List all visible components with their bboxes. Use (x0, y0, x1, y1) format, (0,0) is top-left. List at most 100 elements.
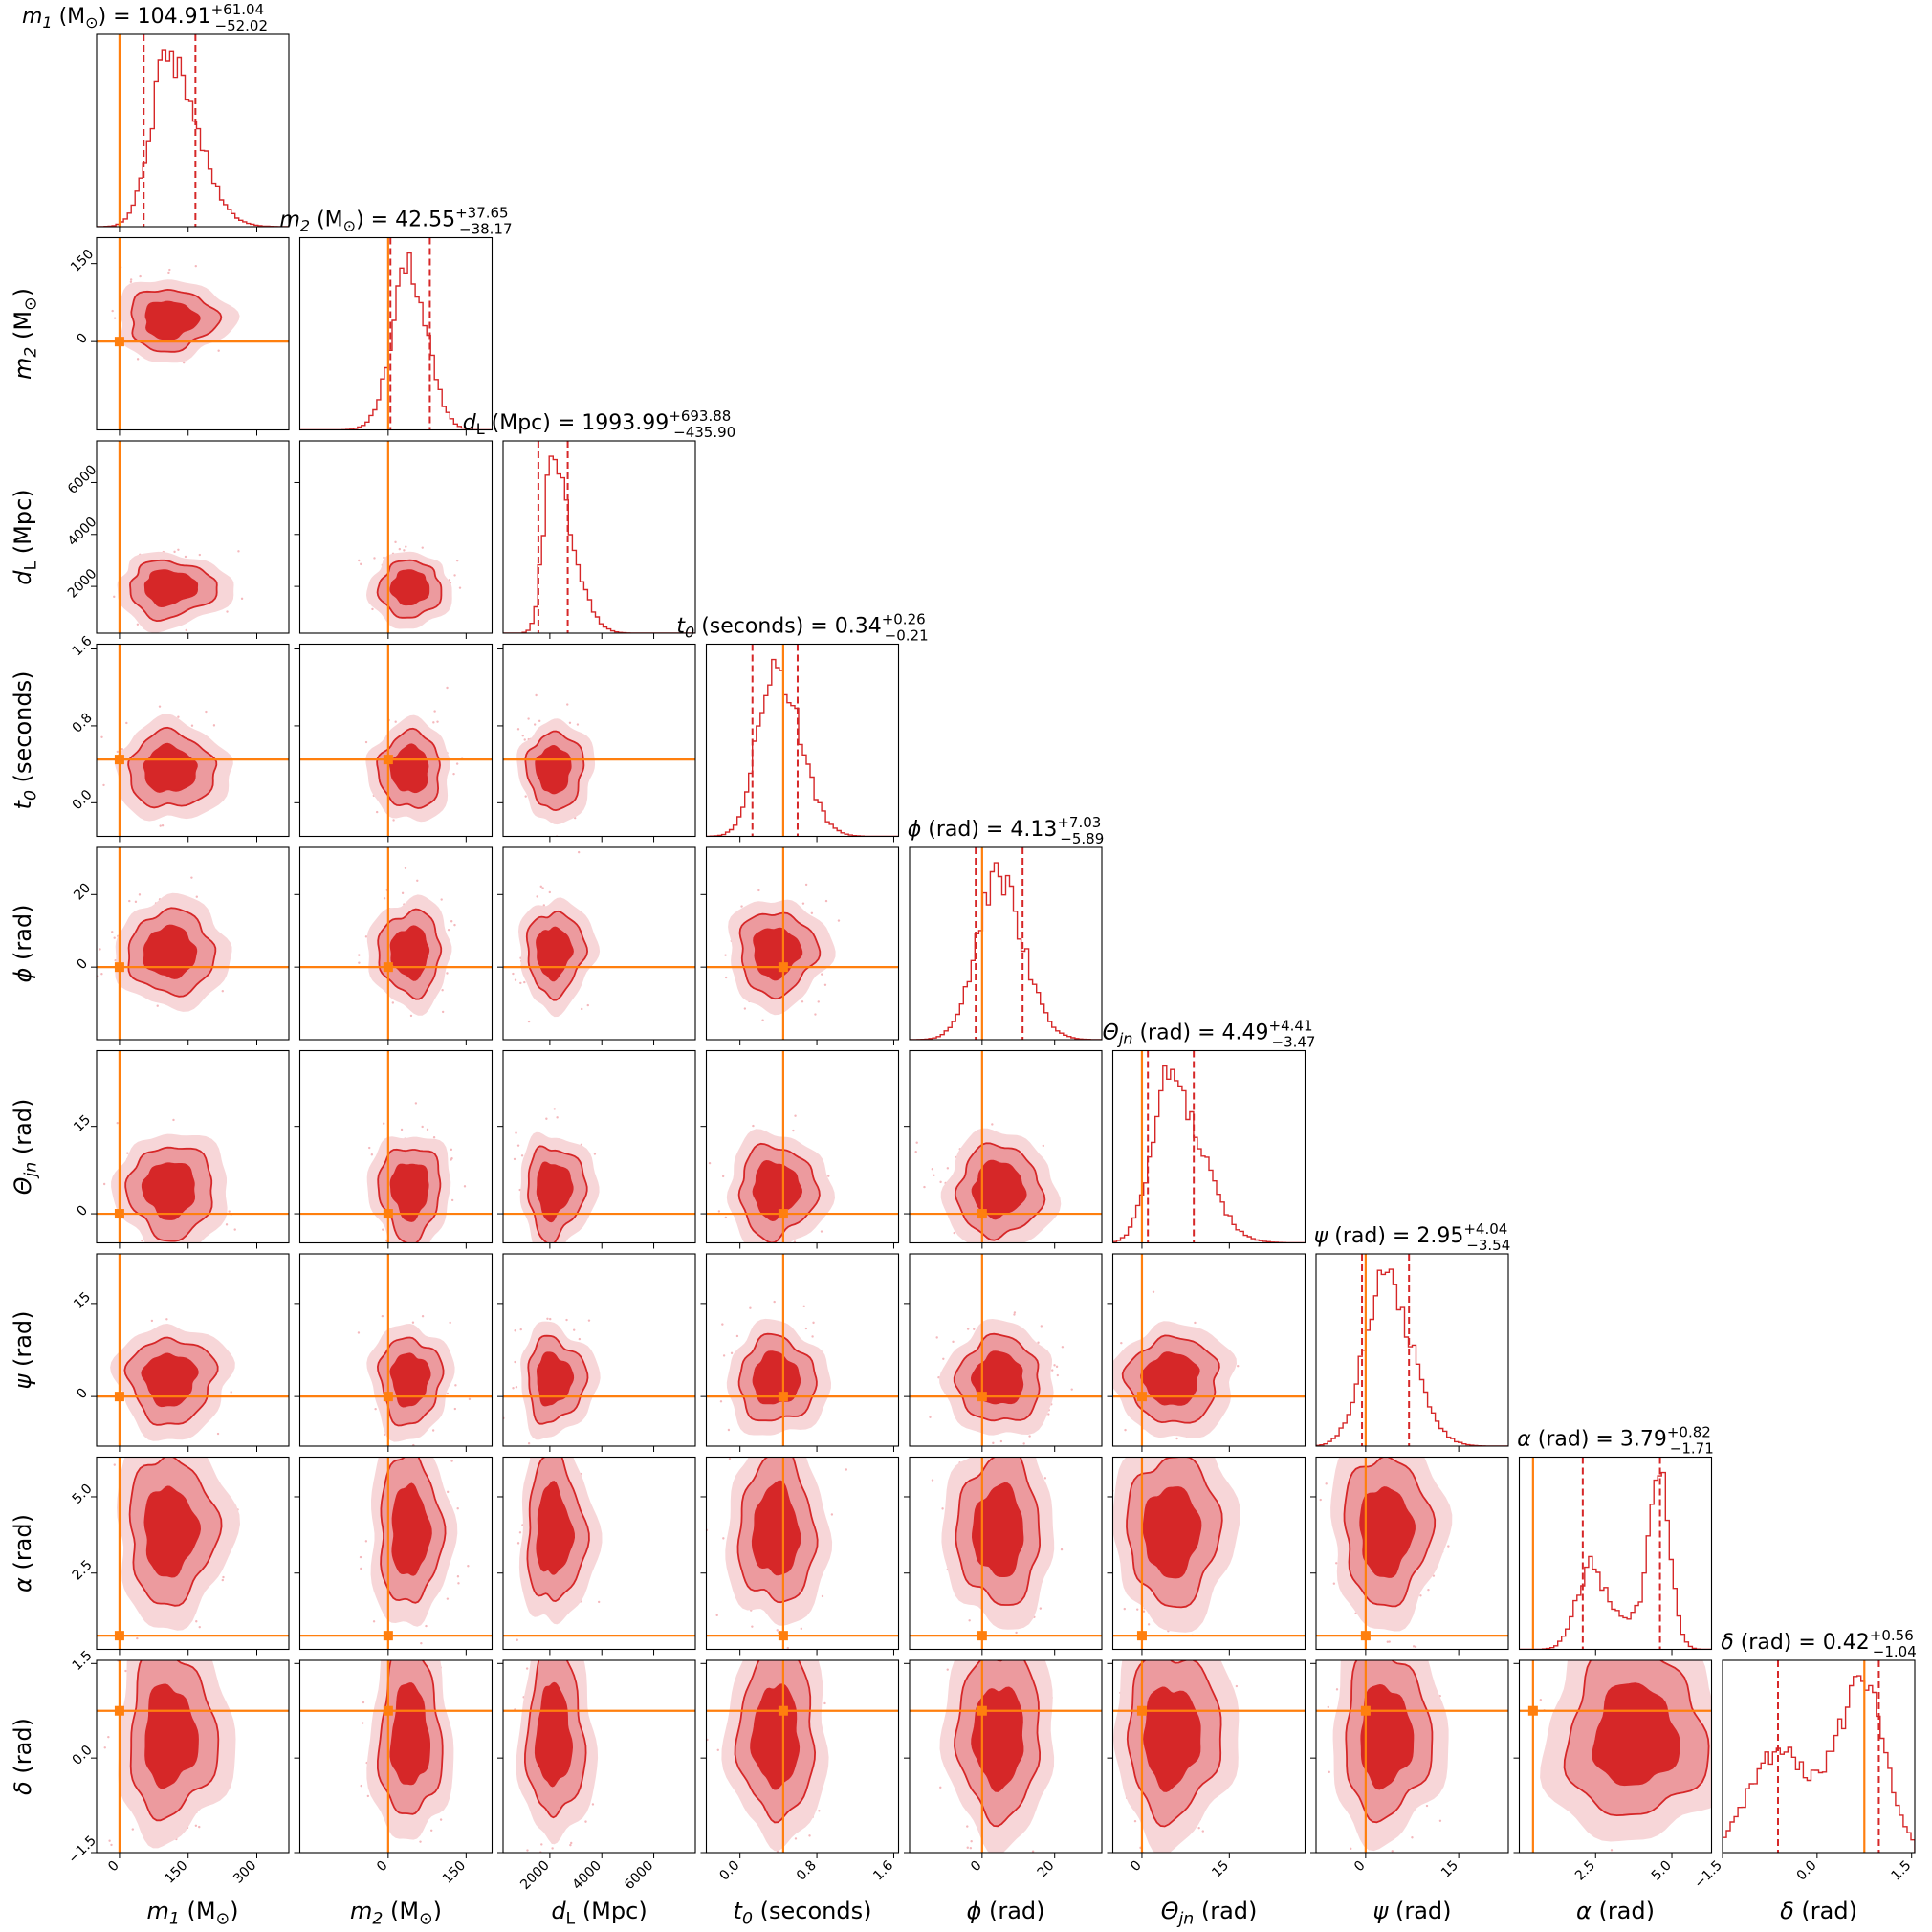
svg-text:t0 (seconds): t0 (seconds) (10, 671, 40, 810)
truth-marker (114, 1705, 124, 1716)
histogram-alpha: α (rad) = 3.79+0.82 −1.71 (1517, 1424, 1714, 1656)
histogram-step-t0 (706, 658, 899, 837)
contour-panel-theta-vs-dL (497, 1049, 696, 1249)
x-tick-label-delta: 1.5 (1888, 1858, 1914, 1884)
x-tick-label-phi: 0 (968, 1858, 985, 1876)
x-axis-label-psi: ψ (rad) (1372, 1898, 1451, 1924)
panel-frame (502, 643, 696, 838)
histogram-m2: m2 (M⊙) = 42.55+37.65 −38.17 (279, 205, 513, 436)
panel-frame (298, 1049, 494, 1244)
svg-text:ψ (rad): ψ (rad) (1372, 1898, 1451, 1924)
histogram-title-dL: dL (Mpc) = 1993.99+693.88 −435.90 (463, 407, 735, 441)
truth-marker (383, 1705, 393, 1716)
title-plus-err: +0.82 (1667, 1424, 1711, 1441)
contour-panel-delta-vs-dL: 2000 4000 6000 (497, 1659, 696, 1894)
title-minus-err: −1.71 (1670, 1440, 1714, 1458)
contour-level-3 (971, 1159, 1027, 1220)
truth-marker (778, 1209, 788, 1219)
title-plus-err: +37.65 (455, 205, 509, 222)
contour-level-3 (388, 743, 429, 794)
histogram-step-delta (1723, 1675, 1915, 1853)
truth-marker (1136, 1705, 1147, 1716)
truth-marker (1360, 1631, 1371, 1641)
title-minus-err: −0.21 (885, 627, 929, 645)
truth-marker (383, 755, 393, 765)
svg-text:dL (Mpc): dL (Mpc) (10, 489, 40, 584)
truth-marker (977, 1705, 987, 1716)
contour-level-3 (389, 569, 430, 606)
contour-panel-alpha-vs-m1: 2.5 5.0 (70, 1456, 290, 1656)
y-tick-label-m2: 0 (74, 331, 91, 348)
x-tick-label-t0: 0.8 (794, 1858, 820, 1884)
truth-marker (1360, 1705, 1371, 1716)
x-tick-label-theta: 15 (1209, 1858, 1232, 1881)
truth-marker (383, 1209, 393, 1219)
contour-level-3 (389, 1163, 429, 1222)
panel-frame (298, 236, 494, 431)
contour-panel-t0-vs-dL (497, 643, 696, 843)
contour-panel-dL-vs-m2 (294, 440, 494, 639)
truth-marker (977, 1631, 987, 1641)
title-minus-err: −38.17 (459, 221, 513, 238)
x-axis-label-phi: ϕ (rad) (966, 1898, 1044, 1924)
y-tick-label-alpha: 5.0 (70, 1482, 96, 1507)
contour-panel-psi-vs-m1: 0 15 (71, 1253, 290, 1452)
x-tick-label-m1: 0 (105, 1858, 122, 1876)
panel-frame (1315, 1659, 1509, 1854)
svg-text:Θjn (rad): Θjn (rad) (10, 1099, 40, 1196)
x-tick-label-t0: 1.6 (870, 1857, 896, 1883)
svg-text:δ (rad): δ (rad) (10, 1718, 36, 1795)
panel-frame (502, 1456, 696, 1651)
panel-frame (298, 846, 494, 1041)
y-axis-label-alpha: α (rad) (10, 1514, 36, 1592)
x-axis-label-delta: δ (rad) (1780, 1898, 1857, 1924)
truth-marker (383, 1392, 393, 1402)
contour-level-3 (536, 1161, 574, 1223)
truth-marker (1527, 1705, 1538, 1716)
panel-frame (1111, 1659, 1306, 1854)
histogram-step-psi (1316, 1268, 1508, 1446)
contour-panel-theta-vs-m2 (294, 1049, 494, 1249)
truth-marker (977, 1392, 987, 1402)
contour-panel-delta-vs-phi: 0 20 (904, 1659, 1103, 1880)
contour-level-3 (1359, 1486, 1416, 1578)
histogram-title-psi: ψ (rad) = 2.95+4.04 −3.54 (1314, 1220, 1511, 1254)
histogram-title-m2: m2 (M⊙) = 42.55+37.65 −38.17 (279, 205, 512, 238)
panel-frame (96, 846, 290, 1041)
contour-level-3 (143, 924, 198, 979)
panel-frame (502, 1659, 696, 1854)
svg-text:ψ (rad): ψ (rad) (10, 1310, 36, 1389)
contour-level-3 (1142, 1486, 1202, 1579)
contour-level-3 (536, 1351, 575, 1407)
contour-level-3 (389, 1352, 431, 1408)
contour-level-3 (143, 742, 198, 793)
x-axis-label-dL: dL (Mpc) (551, 1898, 647, 1928)
panel-frame (502, 1049, 696, 1244)
histogram-title-alpha: α (rad) = 3.79+0.82 −1.71 (1517, 1424, 1714, 1458)
x-tick-label-delta: 0.0 (1794, 1858, 1820, 1884)
x-tick-label-delta: −1.5 (1691, 1858, 1724, 1892)
y-tick-label-m2: 150 (68, 247, 97, 275)
svg-text:ϕ (rad): ϕ (rad) (966, 1898, 1044, 1924)
truth-marker (1136, 1392, 1147, 1402)
panel-frame (96, 1456, 290, 1651)
contour-level-3 (1592, 1682, 1680, 1787)
truth-marker (977, 1209, 987, 1219)
x-tick-label-dL: 2000 (517, 1858, 553, 1894)
panel-frame (909, 1049, 1103, 1244)
contour-level-3 (536, 1481, 576, 1575)
panel-frame (909, 1456, 1103, 1651)
histogram-step-dL (503, 455, 695, 633)
panel-frame (298, 1659, 494, 1854)
svg-text:α (rad): α (rad) (1576, 1898, 1655, 1924)
contour-level-3 (535, 744, 572, 795)
panel-frame (1518, 1659, 1713, 1854)
truth-marker (778, 1392, 788, 1402)
histogram-title-phi: ϕ (rad) = 4.13+7.03 −5.89 (908, 814, 1105, 847)
contour-panel-psi-vs-t0 (700, 1253, 900, 1452)
truth-marker (778, 1705, 788, 1716)
panel-frame (96, 33, 290, 228)
x-tick-label-t0: 0.0 (716, 1858, 742, 1884)
panel-frame (96, 1253, 290, 1447)
contour-panel-phi-vs-m1: 0 20 (71, 846, 290, 1045)
